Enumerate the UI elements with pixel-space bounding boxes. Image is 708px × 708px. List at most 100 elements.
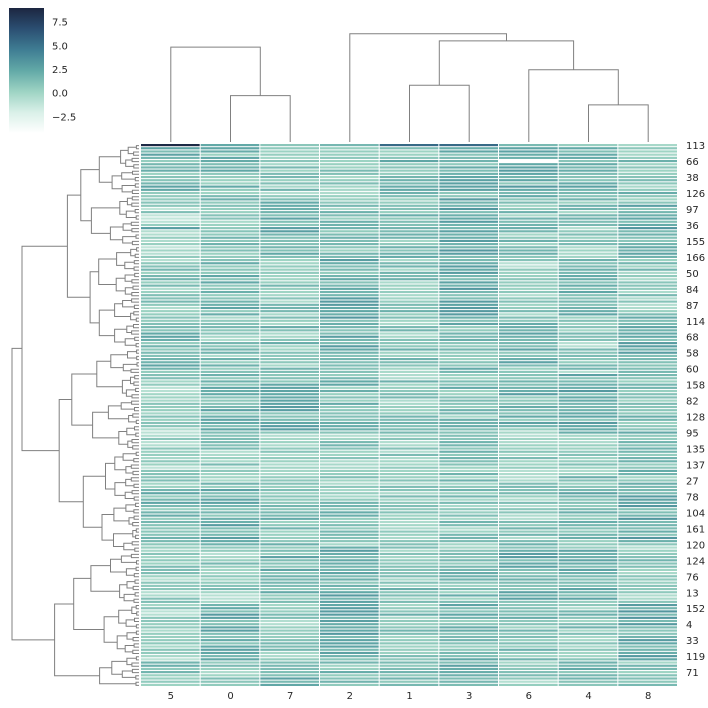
heatmap-cell — [618, 568, 677, 572]
heatmap-cell — [558, 147, 618, 150]
heatmap-cell — [439, 188, 498, 191]
dendrogram-link — [133, 483, 139, 488]
heatmap-cell — [141, 217, 200, 220]
heatmap-cell — [141, 396, 200, 399]
heatmap-cell — [379, 460, 439, 463]
heatmap-cell — [200, 463, 260, 466]
heatmap-cell — [379, 603, 439, 607]
heatmap-cell — [439, 463, 498, 466]
dendrogram-link — [134, 592, 139, 597]
heatmap-cell — [379, 651, 439, 655]
heatmap-cell — [320, 294, 379, 297]
dendrogram-link — [130, 248, 137, 257]
heatmap-cell — [200, 316, 260, 319]
heatmap-cell — [141, 457, 200, 460]
heatmap-cell — [618, 562, 677, 565]
heatmap-cell — [141, 460, 200, 463]
heatmap-cell — [200, 383, 260, 386]
heatmap-cell — [260, 667, 319, 671]
heatmap-cell — [558, 166, 618, 169]
heatmap-cell — [141, 326, 200, 329]
heatmap-cell — [379, 294, 439, 297]
heatmap-cell — [499, 658, 558, 661]
heatmap-cell — [618, 469, 677, 472]
dendrogram-link — [122, 363, 137, 372]
heatmap-cell — [379, 185, 439, 188]
heatmap-cell — [379, 310, 439, 313]
heatmap-cell — [200, 476, 260, 479]
heatmap-cell — [141, 517, 200, 520]
heatmap-cell — [320, 313, 379, 316]
heatmap-cell — [320, 520, 379, 524]
heatmap-cell — [320, 680, 379, 683]
heatmap-cell — [439, 393, 498, 396]
heatmap-cell — [141, 466, 200, 469]
dendrogram-link — [11, 347, 55, 641]
heatmap-cell — [320, 613, 379, 616]
heatmap-cell — [379, 265, 439, 268]
heatmap-cell — [260, 584, 319, 587]
heatmap-cell — [379, 508, 439, 511]
heatmap-cell — [141, 163, 200, 166]
heatmap-cell — [439, 396, 498, 399]
heatmap-cell — [379, 354, 439, 357]
heatmap-cell — [618, 191, 677, 195]
heatmap-cell — [200, 530, 260, 533]
dendrogram-link — [89, 271, 100, 324]
heatmap-cell — [558, 239, 618, 243]
heatmap-cell — [200, 227, 260, 230]
heatmap-cell — [200, 578, 260, 581]
dendrogram-link — [135, 215, 139, 220]
heatmap-cell — [439, 472, 498, 476]
heatmap-cell — [379, 268, 439, 271]
heatmap-cell — [200, 568, 260, 572]
heatmap-cell — [499, 616, 558, 619]
heatmap-cell — [558, 610, 618, 613]
dendrogram-link — [131, 439, 139, 444]
heatmap-cell — [320, 195, 379, 198]
heatmap-cell — [141, 425, 200, 428]
heatmap-cell — [618, 533, 677, 536]
heatmap-cell — [379, 246, 439, 249]
heatmap-cell — [200, 284, 260, 287]
heatmap-cell — [439, 144, 498, 147]
heatmap-cell — [200, 332, 260, 335]
heatmap-cell — [200, 319, 260, 322]
heatmap-cell — [260, 319, 319, 322]
colorbar-tick-label: −2.5 — [52, 112, 76, 123]
heatmap-cell — [260, 447, 319, 450]
heatmap-cell — [558, 412, 618, 415]
heatmap-cell — [320, 147, 379, 150]
heatmap-cell — [141, 476, 200, 479]
dendrogram-link — [134, 272, 139, 278]
dendrogram-link — [134, 209, 139, 214]
heatmap-cell — [439, 268, 498, 271]
heatmap-cell — [618, 268, 677, 271]
heatmap-cell — [141, 421, 200, 425]
heatmap-cell — [618, 230, 677, 233]
heatmap-cell — [320, 182, 379, 185]
heatmap-cell — [200, 191, 260, 195]
dendrogram-link — [126, 325, 134, 333]
heatmap-cell — [379, 524, 439, 527]
dendrogram-link — [134, 183, 139, 188]
heatmap-cell — [260, 204, 319, 207]
heatmap-cell — [439, 329, 498, 332]
heatmap-cell — [499, 396, 558, 399]
heatmap-cell — [558, 603, 618, 607]
heatmap-cell — [499, 214, 558, 217]
heatmap-cell — [379, 466, 439, 469]
dendrogram-link — [528, 69, 619, 142]
heatmap-cell — [200, 217, 260, 220]
heatmap-cell — [499, 568, 558, 572]
heatmap-cell — [141, 175, 200, 179]
heatmap-cell — [260, 552, 319, 556]
heatmap-cell — [200, 482, 260, 485]
heatmap-cell — [558, 236, 618, 239]
heatmap-cell — [379, 540, 439, 543]
heatmap-cell — [618, 428, 677, 431]
dendrogram-link — [135, 656, 139, 661]
heatmap-cell — [439, 412, 498, 415]
heatmap-cell — [260, 163, 319, 166]
heatmap-cell — [200, 207, 260, 211]
